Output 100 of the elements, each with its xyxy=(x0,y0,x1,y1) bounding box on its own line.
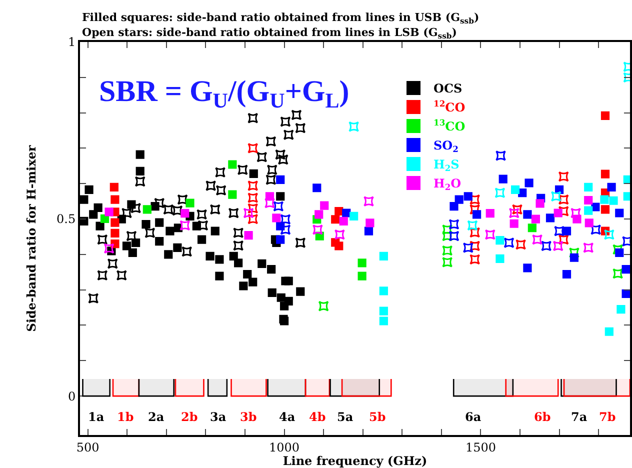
band-label: 7b xyxy=(599,410,616,424)
point xyxy=(268,288,276,297)
point xyxy=(615,248,624,257)
point xyxy=(126,230,137,242)
point xyxy=(267,265,276,274)
point xyxy=(180,209,190,218)
point xyxy=(554,208,562,218)
point xyxy=(590,224,602,235)
point xyxy=(244,231,253,240)
point xyxy=(97,234,108,245)
band-label: 5a xyxy=(337,410,354,424)
point xyxy=(498,174,508,184)
point xyxy=(504,238,514,248)
point xyxy=(531,214,540,224)
point xyxy=(177,194,188,205)
point xyxy=(454,195,464,204)
point xyxy=(136,150,144,159)
band-label: 3b xyxy=(240,410,257,424)
band-label: 3a xyxy=(210,410,226,424)
point xyxy=(350,212,358,220)
point xyxy=(470,227,480,238)
point xyxy=(272,214,281,222)
point xyxy=(249,169,258,178)
point xyxy=(243,208,254,218)
point xyxy=(110,228,120,238)
point xyxy=(448,219,460,230)
point xyxy=(276,192,285,201)
point xyxy=(280,214,291,225)
point xyxy=(266,174,276,185)
point xyxy=(450,202,458,211)
point xyxy=(496,236,504,245)
point xyxy=(512,204,522,215)
point xyxy=(142,220,150,229)
point xyxy=(228,160,237,169)
point xyxy=(256,152,268,162)
point xyxy=(496,254,504,263)
point xyxy=(591,202,600,212)
point xyxy=(278,154,288,165)
y-axis-title: Side-band ratio for H-mixer xyxy=(24,144,38,332)
point xyxy=(110,218,120,227)
point xyxy=(280,116,291,127)
legend-label: H$_{2}$S xyxy=(434,158,460,174)
point xyxy=(496,150,506,161)
point xyxy=(264,198,275,208)
point xyxy=(266,164,278,176)
point xyxy=(136,166,144,176)
point xyxy=(180,220,190,231)
point xyxy=(364,226,374,236)
legend-label: $^{12}$CO xyxy=(434,98,466,115)
point xyxy=(558,194,569,205)
point xyxy=(600,195,609,204)
legend-label: H$_{2}$O xyxy=(434,176,462,192)
point xyxy=(198,220,208,231)
point xyxy=(80,195,88,204)
point xyxy=(612,244,624,255)
point xyxy=(616,305,626,314)
point xyxy=(510,219,518,228)
point xyxy=(523,264,532,272)
point xyxy=(600,205,610,214)
point xyxy=(196,209,207,220)
band-label: 5b xyxy=(369,410,386,424)
point xyxy=(122,242,132,250)
point xyxy=(248,192,258,203)
point xyxy=(239,282,248,290)
point xyxy=(584,196,593,205)
point xyxy=(291,110,302,120)
point xyxy=(442,230,453,242)
point xyxy=(467,220,478,231)
point xyxy=(229,252,238,260)
point xyxy=(546,214,555,222)
point xyxy=(182,246,192,257)
point xyxy=(320,201,329,210)
legend-label: OCS xyxy=(434,82,462,96)
point xyxy=(569,247,580,258)
point xyxy=(100,214,110,223)
point xyxy=(464,192,472,201)
point xyxy=(339,216,348,226)
point xyxy=(622,265,630,274)
point xyxy=(584,206,593,215)
point xyxy=(104,243,114,254)
point xyxy=(550,191,562,202)
point xyxy=(312,184,322,192)
band-label: 6a xyxy=(465,410,482,424)
point xyxy=(122,208,132,218)
band-label: 4a xyxy=(279,410,296,424)
point xyxy=(243,270,252,279)
point xyxy=(197,235,206,244)
point xyxy=(366,218,374,228)
point xyxy=(173,243,182,252)
point xyxy=(486,209,494,218)
point xyxy=(552,240,564,252)
point xyxy=(96,222,104,230)
point xyxy=(523,210,532,219)
point xyxy=(379,306,388,316)
point xyxy=(442,257,453,268)
point xyxy=(358,272,366,280)
point xyxy=(470,204,480,215)
point xyxy=(276,293,286,302)
point xyxy=(584,182,593,192)
point xyxy=(144,228,156,238)
